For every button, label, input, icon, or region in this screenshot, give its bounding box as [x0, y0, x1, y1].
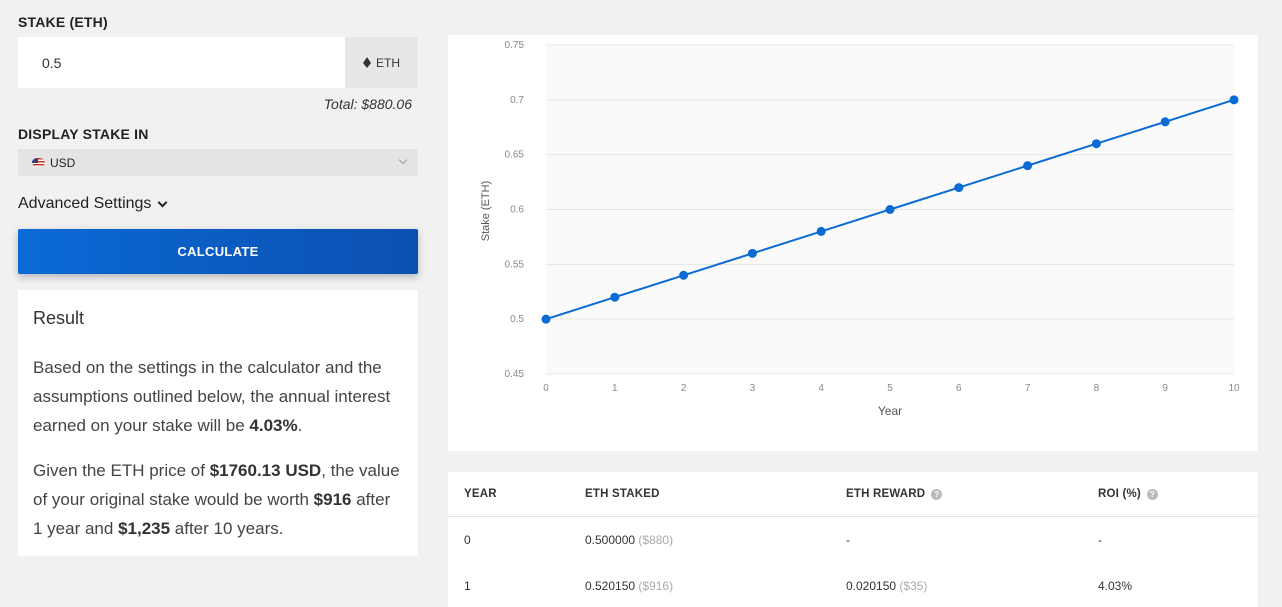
- header-year: YEAR: [464, 488, 497, 500]
- stake-row: ETH: [18, 37, 418, 88]
- us-flag-icon: [32, 158, 45, 167]
- table-row: 0 0.500000 ($880) - -: [448, 517, 1258, 563]
- x-tick-label: 8: [1094, 383, 1100, 394]
- value-1-year: $916: [313, 490, 352, 509]
- y-tick-label: 0.5: [510, 314, 524, 325]
- advanced-settings-toggle[interactable]: Advanced Settings: [18, 195, 168, 213]
- help-icon[interactable]: ?: [931, 488, 943, 500]
- ethereum-icon: [363, 57, 371, 68]
- y-tick-label: 0.45: [505, 369, 525, 380]
- stake-line-chart: 0.75 0.7 0.65 0.6 0.55 0.5 0.45 0 1 2 3 4 5 6 7 8 9 10 Yea…: [480, 40, 1240, 418]
- data-point: [541, 314, 551, 324]
- data-point: [1091, 139, 1101, 149]
- stake-label: STAKE (ETH): [18, 14, 108, 30]
- data-point: [747, 248, 757, 258]
- cell-eth-staked: 0.500000 ($880): [585, 533, 674, 547]
- cell-eth-reward: 0.020150 ($35): [846, 579, 928, 593]
- y-tick-label: 0.6: [510, 205, 524, 216]
- chevron-down-icon: [157, 197, 168, 207]
- x-tick-label: 7: [1025, 383, 1031, 394]
- x-tick-label: 0: [543, 383, 549, 394]
- cell-year: 0: [464, 533, 471, 547]
- table-header: YEAR ETH STAKED ETH REWARD? ROI (%)?: [448, 472, 1258, 517]
- data-point: [885, 205, 895, 214]
- cell-roi: 4.03%: [1098, 579, 1133, 593]
- stake-unit-addon: ETH: [345, 37, 418, 88]
- x-axis-label: Year: [878, 404, 902, 418]
- table-row: 1 0.520150 ($916) 0.020150 ($35) 4.03%: [448, 563, 1258, 607]
- stake-chart-card: 0.75 0.7 0.65 0.6 0.55 0.5 0.45 0 1 2 3 4 5 6 7 8 9 10 Yea…: [448, 35, 1258, 451]
- data-point: [1023, 161, 1033, 171]
- y-tick-label: 0.75: [505, 40, 525, 51]
- chevron-down-icon: [398, 155, 408, 165]
- y-tick-label: 0.7: [510, 95, 524, 106]
- x-tick-label: 1: [612, 383, 618, 394]
- result-card: Result Based on the settings in the calc…: [18, 290, 418, 556]
- eth-price: $1760.13 USD: [209, 461, 322, 480]
- y-tick-label: 0.55: [505, 259, 525, 270]
- help-icon[interactable]: ?: [1146, 488, 1158, 500]
- y-axis-label: Stake (ETH): [480, 181, 492, 242]
- advanced-settings-label: Advanced Settings: [18, 195, 152, 212]
- cell-eth-staked: 0.520150 ($916): [585, 579, 674, 593]
- stake-total: Total: $880.06: [323, 96, 412, 112]
- x-tick-label: 10: [1228, 383, 1240, 394]
- x-tick-label: 4: [818, 383, 824, 394]
- x-tick-label: 3: [750, 383, 756, 394]
- calculate-button[interactable]: CALCULATE: [18, 229, 418, 274]
- currency-select[interactable]: USD: [18, 149, 418, 176]
- data-point: [1229, 95, 1239, 105]
- currency-select-value: USD: [50, 155, 76, 170]
- stake-table: YEAR ETH STAKED ETH REWARD? ROI (%)? 0 0…: [448, 472, 1258, 607]
- result-title: Result: [33, 308, 85, 328]
- header-eth-reward: ETH REWARD?: [846, 488, 943, 500]
- cell-eth-reward: -: [846, 533, 850, 547]
- data-point: [1160, 117, 1170, 127]
- x-tick-label: 2: [681, 383, 687, 394]
- result-value-text: Given the ETH price of $1760.13 USD, the…: [33, 461, 400, 538]
- cell-roi: -: [1098, 533, 1102, 547]
- y-tick-label: 0.65: [505, 150, 525, 161]
- stake-unit-label: ETH: [376, 55, 400, 70]
- value-10-years: $1,235: [118, 519, 171, 538]
- display-stake-label: DISPLAY STAKE IN: [18, 126, 149, 142]
- header-roi: ROI (%)?: [1098, 488, 1158, 500]
- data-point: [679, 270, 689, 280]
- header-eth-staked: ETH STAKED: [585, 488, 660, 500]
- x-tick-label: 9: [1162, 383, 1168, 394]
- x-tick-label: 6: [956, 383, 962, 394]
- data-point: [816, 226, 826, 236]
- result-interest-text: Based on the settings in the calculator …: [33, 358, 391, 435]
- x-tick-label: 5: [887, 383, 893, 394]
- interest-rate: 4.03%: [249, 416, 298, 435]
- stake-input[interactable]: [18, 37, 345, 88]
- data-point: [610, 292, 620, 302]
- cell-year: 1: [464, 579, 471, 593]
- data-point: [954, 183, 964, 193]
